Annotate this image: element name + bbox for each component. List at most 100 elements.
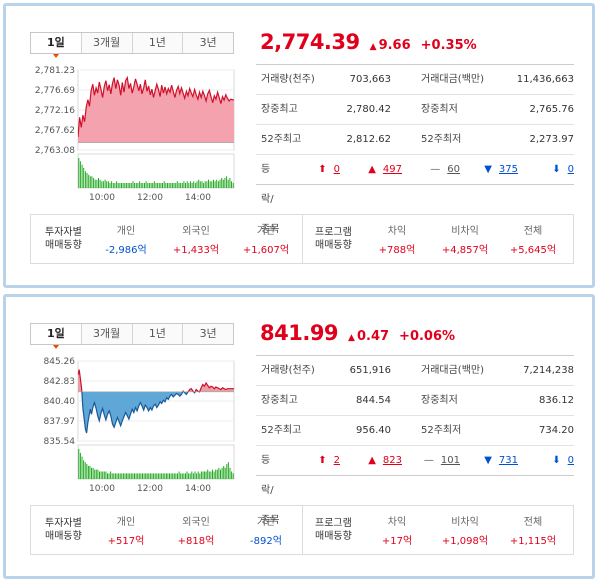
volume-bar	[194, 183, 196, 188]
volume-bar	[149, 473, 151, 479]
down-limit-count[interactable]: ⬇ 0	[518, 155, 574, 185]
updown-label: 등락/종목	[261, 455, 280, 526]
volume-bar	[186, 181, 188, 188]
volume-bar	[162, 473, 164, 479]
volume-bar	[202, 471, 204, 479]
flat-count[interactable]: —60	[402, 155, 460, 185]
up-triangle-icon: ▲	[368, 454, 376, 466]
program-trends: 프로그램 매매동향 차익 +17억 비차익 +1,098억 전체 +1,115억	[303, 506, 567, 554]
updown-label: 등락/종목	[261, 164, 280, 235]
amount-value: 11,436,663	[516, 74, 574, 85]
x-axis-labels: 10:00 12:00 14:00	[89, 193, 211, 202]
w52-high-value: 2,812.62	[346, 134, 391, 145]
volume-bar	[204, 471, 206, 479]
volume-bar	[227, 462, 229, 479]
volume-bar	[224, 178, 226, 188]
volume-bar	[112, 183, 114, 188]
up-triangle-icon: ▲	[348, 333, 355, 343]
tab-1d[interactable]: 1일	[31, 33, 81, 58]
volume-bar	[116, 473, 118, 479]
price-summary: 841.99 ▲ 0.47 +0.06%	[260, 321, 455, 345]
intraday-chart: 845.26 842.83 840.40 837.97 835.54 10:00 12:0…	[44, 357, 235, 493]
stat-row: 52주최고 956.40 52주최저 734.20	[256, 416, 574, 446]
volume-bar	[188, 473, 190, 479]
volume-bar	[165, 473, 167, 479]
x-tick-label: 12:00	[137, 193, 163, 202]
current-price: 2,774.39	[260, 30, 360, 54]
volume-bar	[231, 471, 233, 479]
volume-bar	[176, 181, 178, 188]
kosdaq-panel: 1일 3개월 1년 3년 845.26 842.83 840.40 837.97 835…	[3, 294, 595, 579]
volume-bar	[227, 179, 229, 188]
plot-area	[77, 69, 235, 151]
volume-bar	[142, 183, 144, 188]
volume-bar	[95, 469, 97, 479]
y-axis-labels: 845.26 842.83 840.40 837.97 835.54	[44, 357, 76, 447]
volume-bar	[199, 473, 201, 479]
volume-bar	[161, 473, 163, 479]
y-tick-label: 840.40	[44, 397, 76, 407]
stat-row: 장중최고 844.54 장중최저 836.12	[256, 386, 574, 416]
price-change-value: 0.47	[356, 329, 390, 344]
up-limit-count[interactable]: ⬆ 0	[282, 155, 340, 185]
down-count[interactable]: ▼ 731	[460, 446, 518, 476]
volume-bar	[121, 183, 122, 188]
volume-bar	[148, 183, 150, 188]
stat-row: 52주최고 2,812.62 52주최저 2,273.97	[256, 125, 574, 155]
volume-bar	[137, 183, 139, 188]
tab-1y[interactable]: 1년	[131, 33, 183, 53]
volume-bar	[200, 471, 202, 479]
stats-table: 거래량(천주) 703,663 거래대금(백만) 11,436,663 장중최고…	[256, 64, 574, 235]
period-tabs: 1일 3개월 1년 3년	[30, 323, 234, 349]
stat-row: 거래량(천주) 651,916 거래대금(백만) 7,214,238	[256, 356, 574, 386]
tab-1d[interactable]: 1일	[31, 324, 81, 349]
volume-bar	[138, 473, 140, 479]
tab-3y[interactable]: 3년	[182, 324, 233, 344]
tab-1y[interactable]: 1년	[131, 324, 183, 344]
price-change: ▲ 9.66	[370, 38, 411, 53]
volume-bar	[181, 473, 183, 479]
volume-bar	[213, 471, 215, 479]
volume-bar	[221, 467, 223, 480]
dash-icon: —	[423, 454, 434, 466]
tab-3m[interactable]: 3개월	[80, 33, 132, 53]
volume-bar	[178, 183, 180, 188]
up-limit-count[interactable]: ⬆ 2	[282, 446, 340, 476]
current-price: 841.99	[260, 321, 339, 345]
up-count[interactable]: ▲ 497	[340, 155, 402, 185]
area-fill-up	[78, 77, 234, 143]
trading-trends: 투자자별 매매동향 개인 +517억 외국인 +818억 기관 -892억 프로그램 매매…	[30, 505, 574, 555]
volume-bar	[180, 183, 182, 188]
w52-low-label: 52주최저	[421, 134, 462, 145]
volume-bar	[122, 183, 124, 188]
x-tick-label: 14:00	[185, 193, 211, 202]
tab-3m[interactable]: 3개월	[80, 324, 132, 344]
x-tick-label: 12:00	[137, 484, 163, 493]
w52-high-label: 52주최고	[261, 134, 302, 145]
volume-bar	[100, 471, 102, 479]
investor-institution: 기관 +1,607억	[242, 226, 290, 256]
volume-bar	[194, 471, 196, 479]
tab-3y[interactable]: 3년	[182, 33, 233, 53]
volume-bar	[130, 183, 132, 188]
volume-bar	[83, 460, 85, 480]
volume-value: 703,663	[349, 74, 391, 85]
flat-count[interactable]: —101	[402, 446, 460, 476]
volume-bar	[163, 181, 165, 188]
y-tick-label: 842.83	[44, 377, 76, 387]
low-label: 장중최저	[421, 104, 458, 115]
volume-bar	[229, 467, 231, 480]
volume-bar	[118, 473, 120, 479]
down-limit-count[interactable]: ⬇ 0	[518, 446, 574, 476]
volume-bar	[175, 183, 177, 188]
volume-bar	[171, 183, 173, 188]
x-tick-label: 10:00	[89, 193, 115, 202]
up-count[interactable]: ▲ 823	[340, 446, 402, 476]
volume-bar	[153, 473, 155, 479]
down-count[interactable]: ▼ 375	[460, 155, 518, 185]
volume-bar	[129, 183, 131, 188]
volume-bar	[130, 473, 132, 479]
volume-bar	[217, 181, 219, 188]
volume-bar	[221, 178, 223, 188]
volume-bar	[124, 183, 126, 188]
